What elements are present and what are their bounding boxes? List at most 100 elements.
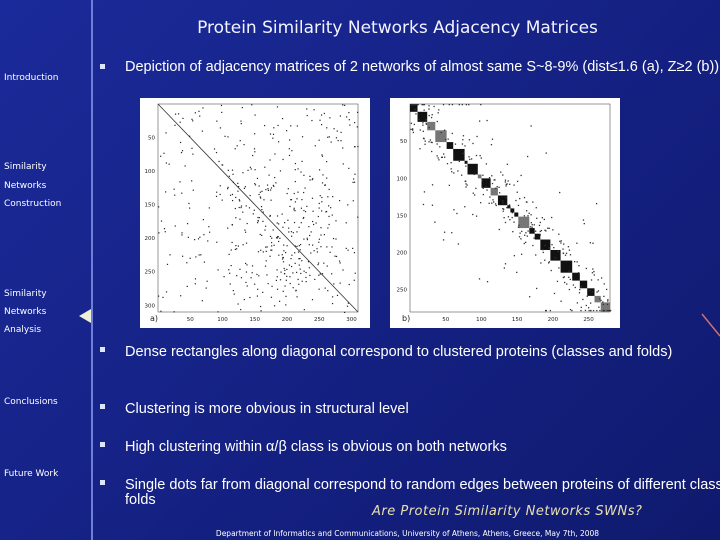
- matrix-dot: [428, 108, 430, 110]
- matrix-dot: [240, 206, 242, 209]
- bullet: [100, 480, 105, 485]
- matrix-dot: [495, 204, 497, 207]
- matrix-dot: [523, 242, 525, 245]
- matrix-dot: [298, 245, 300, 247]
- matrix-dot: [353, 279, 355, 281]
- matrix-dot: [425, 123, 428, 125]
- matrix-dot: [158, 295, 160, 297]
- matrix-dot: [511, 216, 513, 219]
- matrix-dot: [308, 267, 310, 269]
- matrix-dot: [505, 185, 507, 187]
- matrix-dot: [513, 184, 515, 186]
- matrix-dot: [303, 238, 305, 240]
- matrix-dot: [457, 170, 459, 172]
- nav-item[interactable]: Conclusions: [4, 397, 58, 407]
- matrix-dot: [243, 298, 245, 301]
- matrix-dot: [332, 237, 335, 240]
- matrix-dot: [318, 139, 320, 141]
- matrix-dot: [317, 215, 319, 218]
- matrix-dot: [456, 212, 458, 215]
- matrix-dot: [231, 193, 234, 196]
- matrix-dot: [425, 119, 427, 121]
- matrix-dot: [437, 112, 439, 114]
- matrix-dot: [327, 136, 329, 138]
- matrix-dot: [513, 255, 516, 257]
- matrix-block: [467, 163, 478, 175]
- matrix-dot: [282, 261, 285, 263]
- matrix-dot: [472, 192, 474, 194]
- nav-item[interactable]: Analysis: [4, 325, 42, 335]
- matrix-dot: [525, 232, 527, 234]
- matrix-dot: [530, 125, 532, 127]
- matrix-dot: [263, 124, 266, 127]
- matrix-dot: [174, 194, 176, 196]
- matrix-dot: [334, 255, 336, 257]
- matrix-dot: [270, 296, 273, 298]
- matrix-dot: [344, 104, 346, 107]
- matrix-dot: [412, 131, 415, 134]
- matrix-dot: [509, 207, 511, 209]
- nav-item[interactable]: Networks: [4, 307, 47, 317]
- matrix-dot: [281, 117, 284, 120]
- matrix-dot: [348, 119, 350, 121]
- nav-item[interactable]: Similarity: [4, 289, 47, 299]
- matrix-dot: [243, 144, 245, 146]
- matrix-dot: [591, 272, 594, 274]
- matrix-dot: [282, 158, 284, 161]
- matrix-dot: [228, 269, 230, 271]
- matrix-dot: [585, 267, 587, 270]
- matrix-dot: [507, 180, 509, 182]
- matrix-dot: [568, 288, 571, 291]
- matrix-dot: [438, 159, 440, 161]
- matrix-dot: [165, 291, 168, 293]
- bullet-text: High clustering within α/β class is obvi…: [125, 439, 507, 455]
- matrix-dot: [508, 204, 511, 206]
- matrix-dot: [535, 207, 537, 209]
- matrix-dot: [318, 202, 320, 205]
- matrix-dot: [506, 163, 509, 165]
- matrix-dot: [262, 211, 264, 213]
- matrix-dot: [285, 130, 288, 132]
- matrix-dot: [284, 269, 286, 272]
- matrix-dot: [289, 282, 291, 285]
- matrix-dot: [288, 264, 291, 266]
- nav-item[interactable]: Construction: [4, 199, 62, 209]
- matrix-dot: [238, 186, 240, 188]
- question: Are Protein Similarity Networks SWNs?: [372, 504, 643, 519]
- matrix-dot: [160, 220, 163, 222]
- matrix-dot: [305, 276, 307, 279]
- matrix-dot: [246, 264, 248, 266]
- matrix-dot: [423, 104, 426, 106]
- nav-item[interactable]: Introduction: [4, 73, 59, 83]
- matrix-dot: [415, 113, 417, 115]
- matrix-dot: [302, 217, 304, 219]
- matrix-dot: [491, 182, 494, 185]
- matrix-dot: [526, 201, 528, 203]
- matrix-dot: [297, 168, 299, 170]
- matrix-dot: [499, 192, 501, 194]
- matrix-dot: [284, 272, 286, 275]
- matrix-dot: [265, 188, 267, 191]
- matrix-dot: [324, 184, 327, 186]
- matrix-dot: [454, 143, 457, 145]
- matrix-dot: [323, 234, 325, 236]
- nav-item[interactable]: Future Work: [4, 469, 59, 479]
- matrix-dot: [265, 250, 267, 252]
- matrix-dot: [527, 215, 529, 217]
- matrix-dot: [579, 288, 581, 291]
- matrix-dot: [535, 230, 537, 232]
- matrix-dot: [545, 152, 547, 154]
- matrix-dot: [576, 261, 578, 263]
- matrix-dot: [294, 210, 296, 212]
- matrix-dot: [191, 147, 193, 149]
- matrix-dot: [563, 243, 565, 245]
- nav-item[interactable]: Similarity: [4, 162, 47, 172]
- adjacency-figures: 50 100 150 200 250 300 50 100 150 200 250 300 a) 50 10…: [140, 98, 620, 328]
- matrix-dot: [609, 309, 611, 312]
- matrix-dot: [281, 213, 283, 215]
- matrix-dot: [226, 188, 229, 190]
- matrix-dot: [236, 248, 238, 250]
- nav-item[interactable]: Networks: [4, 181, 47, 191]
- matrix-dot: [184, 165, 186, 167]
- matrix-dot: [521, 230, 523, 233]
